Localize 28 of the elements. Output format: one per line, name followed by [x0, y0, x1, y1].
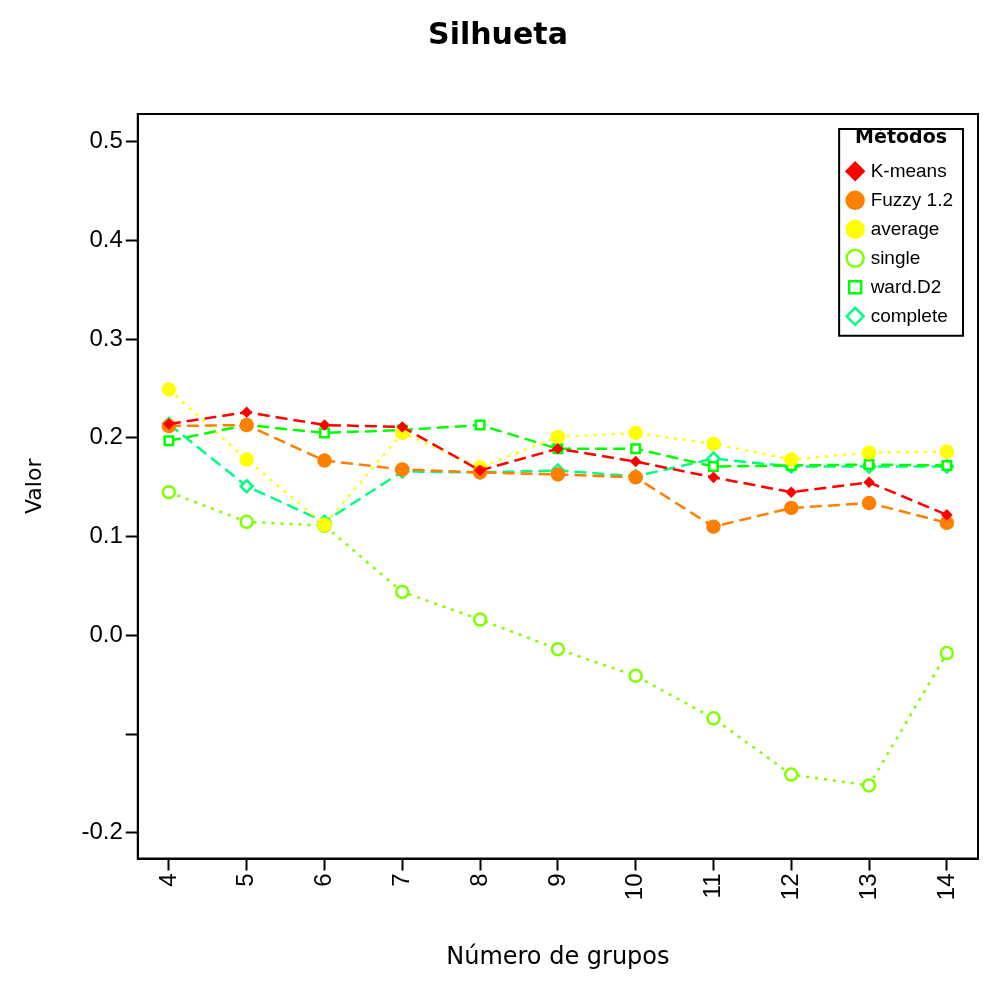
- x-tick-label: 12: [775, 873, 803, 901]
- legend-title: Métodos: [855, 125, 948, 148]
- y-tick-label: 0.3: [89, 323, 123, 351]
- x-tick-label: 11: [698, 873, 726, 899]
- y-tick-label: 0.4: [89, 225, 123, 253]
- x-tick-label: 14: [931, 873, 959, 901]
- y-tick-label: 0.5: [89, 126, 123, 154]
- legend-label: average: [870, 217, 940, 239]
- y-axis-title: Valor: [20, 457, 46, 514]
- x-tick-label: 6: [309, 873, 337, 887]
- y-tick-label: 0.2: [89, 422, 123, 450]
- legend-label: ward.D2: [869, 275, 942, 297]
- x-tick-label: 13: [853, 873, 881, 901]
- legend-label: K-means: [870, 159, 947, 181]
- x-tick-label: 4: [153, 873, 181, 887]
- x-tick-label: 5: [231, 873, 259, 887]
- y-tick-label: -0.2: [81, 817, 123, 845]
- x-axis-title: Número de grupos: [446, 941, 670, 970]
- x-tick-label: 10: [620, 873, 648, 901]
- legend-label: complete: [870, 304, 948, 326]
- y-tick-label: 0.0: [89, 619, 123, 647]
- x-tick-label: 7: [386, 873, 414, 887]
- x-tick-label: 9: [542, 873, 570, 887]
- x-tick-label: 8: [464, 873, 492, 887]
- legend-label: single: [870, 246, 921, 268]
- legend-label: Fuzzy 1.2: [870, 188, 954, 210]
- y-tick-label: 0.1: [89, 521, 123, 549]
- chart-title: Silhueta: [428, 15, 568, 51]
